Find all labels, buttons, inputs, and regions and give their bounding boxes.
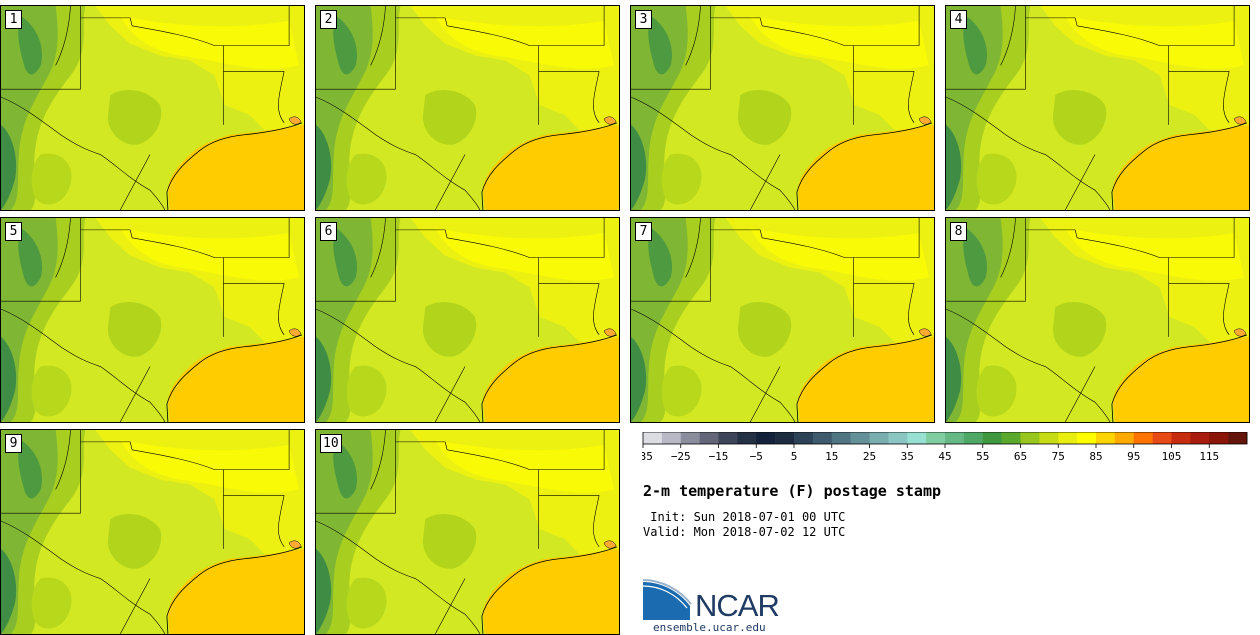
ncar-logo: NCAR (642, 578, 780, 622)
valid-time: Valid: Mon 2018-07-02 12 UTC (643, 525, 846, 539)
colorbar-swatch (718, 432, 738, 444)
colorbar-swatch (982, 432, 1002, 444)
colorbar-swatch (1228, 432, 1248, 444)
colorbar-tick-label: 105 (1162, 450, 1182, 463)
colorbar-swatch (850, 432, 870, 444)
colorbar-swatch (1039, 432, 1059, 444)
colorbar-swatch (643, 432, 663, 444)
colorbar-tick-label: 55 (976, 450, 989, 463)
colorbar-swatch (1152, 432, 1172, 444)
stamp-member-7[interactable]: 7 (630, 217, 935, 423)
colorbar-swatch (1209, 432, 1229, 444)
stamp-member-9[interactable]: 9 (0, 429, 305, 635)
colorbar-swatch (661, 432, 682, 444)
colorbar-tick-label: −5 (750, 450, 763, 463)
member-number: 6 (320, 222, 337, 241)
colorbar-tick-label: 65 (1014, 450, 1027, 463)
stamp-member-1[interactable]: 1 (0, 5, 305, 211)
colorbar-tick-label: 75 (1052, 450, 1065, 463)
member-number: 8 (950, 222, 967, 241)
member-number: 10 (320, 434, 342, 453)
colorbar-tick-label: 45 (938, 450, 951, 463)
colorbar-swatch (1133, 432, 1153, 444)
colorbar-tick-label: −25 (671, 450, 691, 463)
member-number: 1 (5, 10, 22, 29)
member-number: 4 (950, 10, 967, 29)
ncar-logo-text: NCAR (695, 588, 779, 622)
member-number: 7 (635, 222, 652, 241)
colorbar-tick-label: −35 (642, 450, 653, 463)
member-number: 3 (635, 10, 652, 29)
colorbar-swatch (699, 432, 719, 444)
colorbar-swatch (1077, 432, 1097, 444)
init-time: Init: Sun 2018-07-01 00 UTC (643, 510, 846, 524)
colorbar-swatch (831, 432, 851, 444)
colorbar-swatch (812, 432, 833, 444)
colorbar-swatch (1020, 432, 1040, 444)
stamp-member-8[interactable]: 8 (945, 217, 1250, 423)
colorbar-swatch (869, 432, 889, 444)
stamp-member-3[interactable]: 3 (630, 5, 935, 211)
colorbar-tick-label: 5 (791, 450, 798, 463)
colorbar-tick-label: −15 (709, 450, 729, 463)
member-number: 5 (5, 222, 22, 241)
colorbar-swatch (1058, 432, 1078, 444)
colorbar-swatch (680, 432, 700, 444)
colorbar-swatch (926, 432, 946, 444)
temperature-colorbar: −35 −25 −15 −5 5 15 25 35 45 55 65 75 85 95 105 115 (642, 432, 1248, 463)
stamp-member-10[interactable]: 10 (315, 429, 620, 635)
colorbar-swatch (945, 432, 965, 444)
colorbar-swatch (1190, 432, 1210, 444)
ncar-url[interactable]: ensemble.ucar.edu (653, 621, 766, 634)
colorbar-tick-label: 25 (863, 450, 876, 463)
colorbar-swatch (1001, 432, 1021, 444)
colorbar-tick-label: 115 (1199, 450, 1219, 463)
stamp-member-4[interactable]: 4 (945, 5, 1250, 211)
colorbar-tick-label: 15 (825, 450, 838, 463)
chart-title: 2-m temperature (F) postage stamp (643, 482, 942, 500)
colorbar-swatch (1171, 432, 1191, 444)
colorbar-tick-label: 35 (901, 450, 914, 463)
member-number: 2 (320, 10, 337, 29)
colorbar-swatch (963, 432, 984, 444)
colorbar-swatch (756, 432, 776, 444)
colorbar-swatch (888, 432, 908, 444)
stamp-member-2[interactable]: 2 (315, 5, 620, 211)
colorbar-swatch (737, 432, 757, 444)
colorbar-swatch (775, 432, 795, 444)
colorbar-tick-label: 95 (1127, 450, 1140, 463)
member-number: 9 (5, 434, 22, 453)
colorbar-swatch (1096, 432, 1116, 444)
colorbar-swatch (1114, 432, 1135, 444)
colorbar-swatch (907, 432, 927, 444)
stamp-member-6[interactable]: 6 (315, 217, 620, 423)
colorbar-tick-label: 85 (1089, 450, 1102, 463)
colorbar-swatch (794, 432, 814, 444)
stamp-member-5[interactable]: 5 (0, 217, 305, 423)
